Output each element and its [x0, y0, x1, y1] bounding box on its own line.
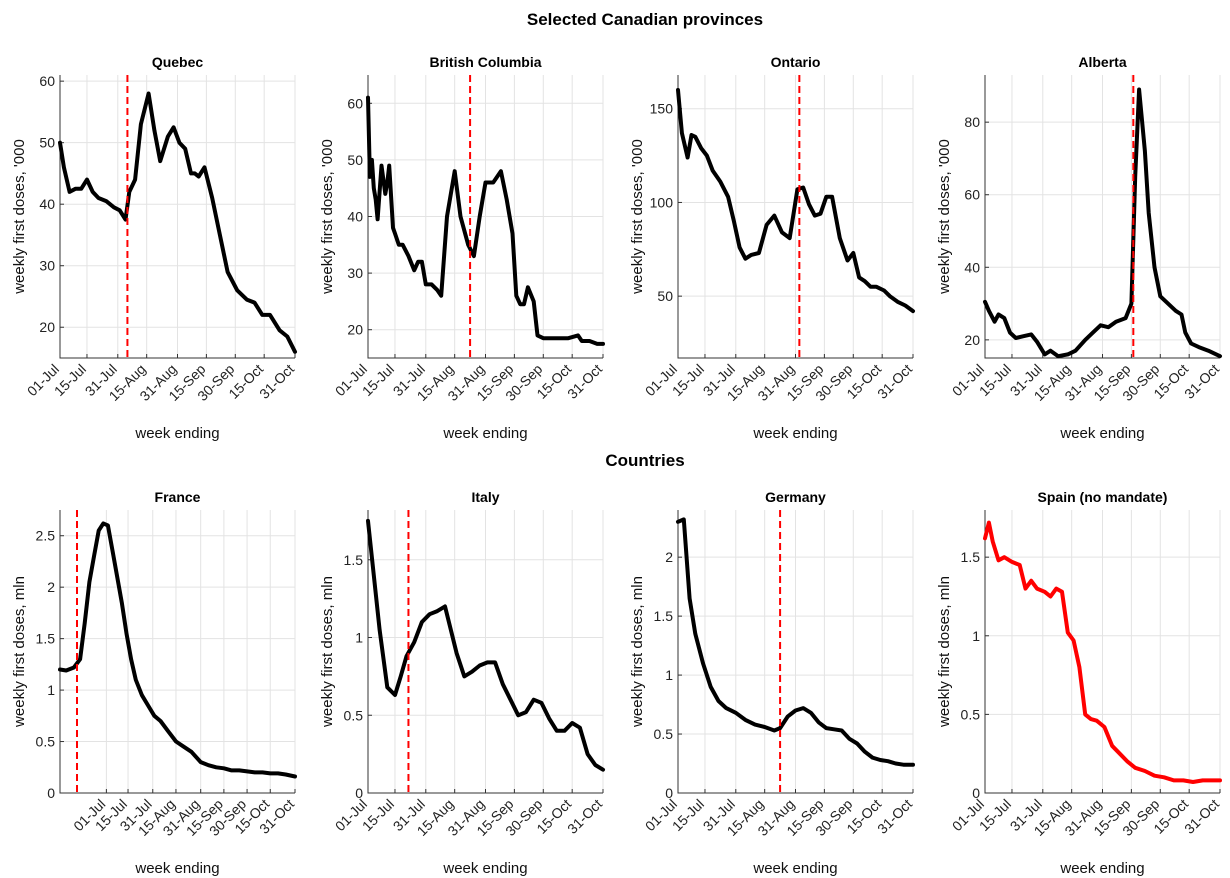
y-axis-label: weekly first doses, '000 [319, 139, 336, 295]
y-tick-label: 1 [355, 630, 363, 646]
y-tick-label: 60 [347, 95, 363, 111]
section-title-provinces: Selected Canadian provinces [527, 10, 763, 29]
chart-panel: 2040608001-Jul15-Jul31-Jul15-Aug31-Aug15… [936, 54, 1222, 442]
series-line [366, 95, 605, 346]
y-tick-label: 0 [972, 785, 980, 801]
panel-title: Ontario [771, 54, 821, 70]
y-tick-label: 1.5 [344, 552, 364, 568]
y-tick-label: 60 [39, 73, 55, 89]
y-axis-label: weekly first doses, '000 [629, 139, 646, 295]
x-tick-label: 31-Oct [256, 361, 297, 402]
y-tick-label: 40 [964, 259, 980, 275]
y-tick-label: 1.5 [961, 549, 981, 565]
y-axis-label: weekly first doses, '000 [11, 139, 28, 295]
y-tick-label: 0.5 [344, 707, 364, 723]
series-line [676, 517, 915, 767]
y-tick-label: 1 [972, 628, 980, 644]
y-tick-label: 40 [347, 209, 363, 225]
y-tick-label: 20 [964, 332, 980, 348]
series-line [676, 88, 915, 314]
y-tick-label: 1 [47, 682, 55, 698]
y-tick-label: 0 [355, 785, 363, 801]
x-axis-label: week ending [752, 425, 837, 442]
series-line [58, 521, 297, 779]
y-axis-label: weekly first doses, mln [11, 576, 28, 728]
y-tick-label: 2 [47, 579, 55, 595]
x-axis-label: week ending [134, 425, 219, 442]
y-tick-label: 100 [650, 194, 674, 210]
y-tick-label: 0 [47, 785, 55, 801]
x-tick-label: 31-Oct [874, 361, 915, 402]
panel-title: Spain (no mandate) [1038, 489, 1168, 505]
x-tick-label: 31-Oct [874, 796, 915, 837]
series-line [983, 520, 1222, 784]
y-tick-label: 20 [347, 322, 363, 338]
y-tick-label: 150 [650, 101, 674, 117]
chart-panel: 203040506001-Jul15-Jul31-Jul15-Aug31-Aug… [11, 54, 297, 442]
y-tick-label: 2 [665, 549, 673, 565]
y-tick-label: 20 [39, 319, 55, 335]
y-tick-label: 50 [657, 288, 673, 304]
panel-title: Germany [765, 489, 826, 505]
y-tick-label: 1.5 [36, 631, 56, 647]
y-axis-label: weekly first doses, mln [319, 576, 336, 728]
panel-title: Quebec [152, 54, 204, 70]
y-tick-label: 30 [347, 265, 363, 281]
panel-title: Alberta [1078, 54, 1126, 70]
y-axis-label: weekly first doses, mln [936, 576, 953, 728]
panel-title: British Columbia [429, 54, 541, 70]
x-axis-label: week ending [134, 860, 219, 877]
chart-panel: 00.511.5201-Jul15-Jul31-Jul15-Aug31-Aug1… [629, 489, 915, 877]
chart-panel: 00.511.522.501-Jul15-Jul31-Jul15-Aug31-A… [11, 489, 297, 877]
series-line [58, 91, 297, 354]
y-tick-label: 1 [665, 667, 673, 683]
chart-panel: 5010015001-Jul15-Jul31-Jul15-Aug31-Aug15… [629, 54, 915, 442]
y-tick-label: 2.5 [36, 528, 56, 544]
panel-title: France [155, 489, 201, 505]
x-axis-label: week ending [752, 860, 837, 877]
chart-panel: 00.511.501-Jul15-Jul31-Jul15-Aug31-Aug15… [319, 489, 605, 877]
chart-panel: 203040506001-Jul15-Jul31-Jul15-Aug31-Aug… [319, 54, 605, 442]
x-tick-label: 31-Oct [1181, 361, 1222, 402]
y-tick-label: 50 [347, 152, 363, 168]
x-tick-label: 31-Oct [1181, 796, 1222, 837]
y-tick-label: 60 [964, 187, 980, 203]
chart-panel: 00.511.501-Jul15-Jul31-Jul15-Aug31-Aug15… [936, 489, 1222, 877]
y-tick-label: 0.5 [961, 706, 981, 722]
x-tick-label: 31-Oct [564, 361, 605, 402]
y-tick-label: 80 [964, 114, 980, 130]
y-tick-label: 0.5 [654, 726, 674, 742]
y-tick-label: 40 [39, 196, 55, 212]
x-axis-label: week ending [1059, 425, 1144, 442]
series-line [983, 87, 1222, 359]
series-line [366, 518, 605, 772]
y-tick-label: 0.5 [36, 734, 56, 750]
y-axis-label: weekly first doses, '000 [936, 139, 953, 295]
y-axis-label: weekly first doses, mln [629, 576, 646, 728]
x-axis-label: week ending [442, 860, 527, 877]
y-tick-label: 30 [39, 258, 55, 274]
panel-title: Italy [471, 489, 499, 505]
y-tick-label: 1.5 [654, 608, 674, 624]
y-tick-label: 50 [39, 135, 55, 151]
x-axis-label: week ending [442, 425, 527, 442]
x-axis-label: week ending [1059, 860, 1144, 877]
x-tick-label: 31-Oct [564, 796, 605, 837]
section-title-countries: Countries [605, 451, 684, 470]
y-tick-label: 0 [665, 785, 673, 801]
